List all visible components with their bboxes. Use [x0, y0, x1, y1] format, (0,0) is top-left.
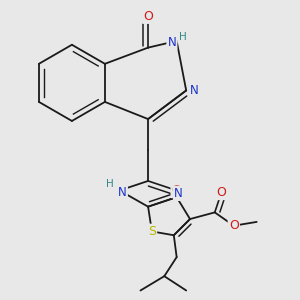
Text: O: O: [229, 219, 239, 232]
Text: N: N: [174, 187, 183, 200]
Text: H: H: [178, 32, 186, 42]
Text: S: S: [148, 225, 156, 238]
Text: O: O: [217, 186, 226, 199]
Text: H: H: [106, 179, 114, 189]
Text: O: O: [143, 10, 153, 23]
Text: N: N: [189, 84, 198, 97]
Text: N: N: [118, 186, 127, 199]
Text: N: N: [167, 36, 176, 50]
Text: O: O: [172, 184, 182, 197]
